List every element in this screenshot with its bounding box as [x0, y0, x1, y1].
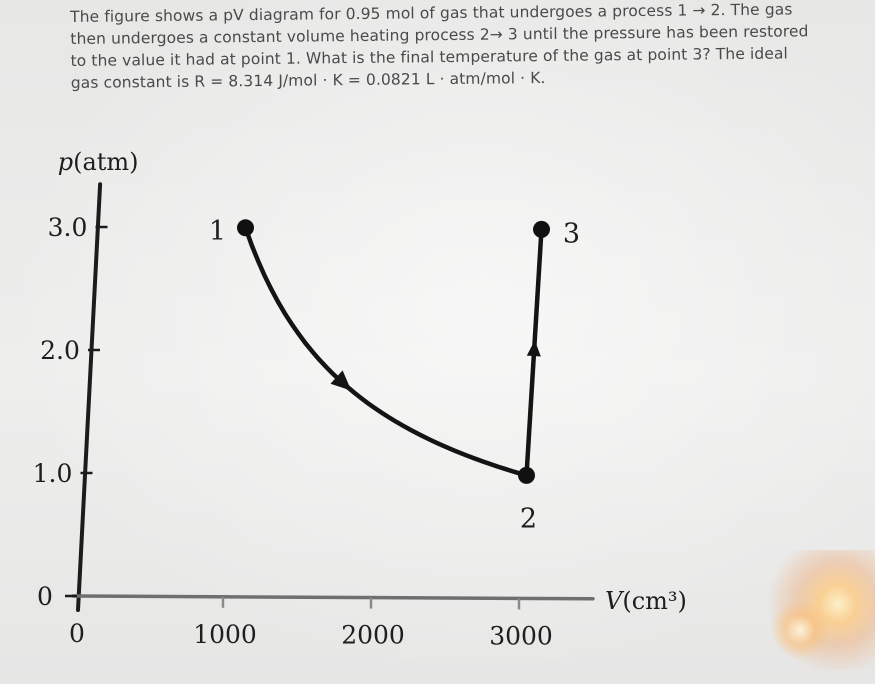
state-point-2 — [518, 466, 535, 484]
x-tick-label: 2000 — [341, 621, 405, 650]
x-tick-label: 0 — [69, 619, 85, 648]
y-tick-label: 3.0 — [48, 213, 88, 242]
state-point-3 — [533, 220, 550, 238]
ticks: 0 1.0 2.0 3.0 0 1000 2000 3000 — [33, 213, 553, 650]
x-axis — [71, 594, 595, 601]
y-tick-label: 1.0 — [33, 459, 73, 488]
state-point-label-3: 3 — [563, 218, 580, 249]
y-tick-label: 2.0 — [40, 336, 80, 365]
x-tick-label: 1000 — [193, 620, 257, 649]
y-axis-label: p(atm) — [58, 148, 139, 176]
arrowhead-1-2 — [330, 370, 352, 391]
y-tick-label: 0 — [37, 582, 53, 611]
arrowhead-2-3 — [526, 340, 541, 357]
axes: p(atm) V(cm³) — [58, 148, 687, 615]
process-path-1-2 — [243, 225, 529, 478]
y-axis — [76, 182, 103, 612]
x-tick-label: 3000 — [489, 621, 553, 650]
state-point-label-1: 1 — [209, 216, 226, 247]
state-point-label-2: 2 — [520, 503, 537, 534]
state-points: 1 2 3 — [209, 216, 580, 535]
x-axis-label: V(cm³) — [605, 587, 687, 615]
state-point-1 — [237, 219, 254, 237]
process-paths — [243, 225, 544, 478]
